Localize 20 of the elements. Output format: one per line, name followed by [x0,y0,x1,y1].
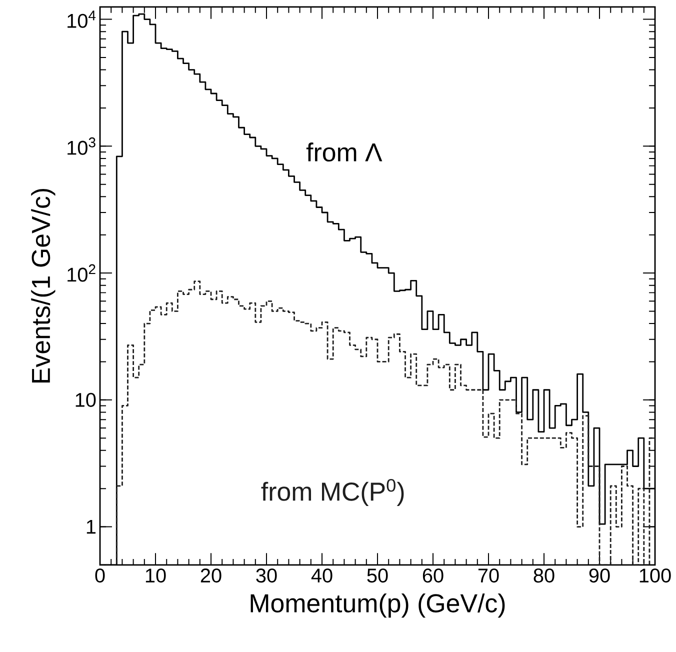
x-tick-label: 50 [367,568,388,583]
x-tick-label: 70 [478,568,499,583]
x-tick-label: 30 [256,568,277,583]
y-tick-label: 10$^{2}$ [68,264,96,282]
y-tick-label: 10$^{4}$ [68,10,96,28]
x-tick-label: 40 [311,568,332,583]
x-tick-label: 10 [146,568,166,583]
x-tick-label: 60 [422,568,444,583]
series-label: from Λ [306,142,382,162]
x-tick-label: 80 [534,568,554,583]
x-tick-label: 20 [200,568,222,583]
text: from MC(P$^{0}$) [261,478,404,506]
y-tick-label: 10$^{3}$ [68,137,96,155]
x-tick-label: 0 [95,568,105,583]
x-axis-title: Momentum(p) (GeV/c) [250,593,505,618]
y-tick-label: 1 [86,520,96,534]
x-tick-label: 100 [640,568,671,583]
y-axis-title: Events/(1 GeV/c) [31,189,56,382]
x-tick-label: 90 [589,568,610,583]
y-tick-label: 10 [76,392,96,407]
